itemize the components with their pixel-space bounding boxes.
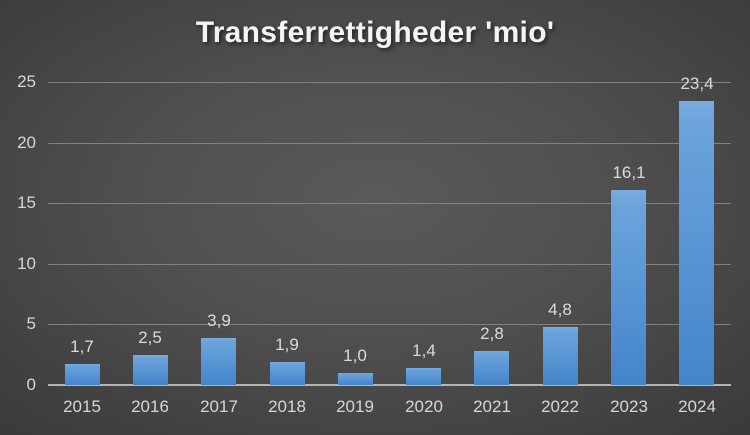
bar-value-label: 3,9 (207, 311, 231, 330)
bar-2022 (543, 327, 578, 385)
x-axis-line (48, 384, 731, 386)
y-axis-tick-label: 25 (17, 72, 36, 91)
y-axis-tick-label: 20 (17, 133, 36, 152)
bar-value-label: 1,9 (275, 335, 299, 354)
x-axis-category-label: 2019 (336, 397, 374, 416)
x-axis-category-label: 2016 (131, 397, 169, 416)
y-axis-tick-label: 5 (26, 314, 36, 333)
bar-2017 (201, 338, 236, 385)
bar-value-label: 1,7 (70, 337, 94, 356)
x-axis-category-label: 2023 (610, 397, 648, 416)
gridline-20 (48, 143, 731, 144)
gridline-15 (48, 203, 731, 204)
y-axis-tick-label: 10 (17, 254, 36, 273)
x-axis-category-label: 2015 (63, 397, 101, 416)
x-axis-category-label: 2022 (541, 397, 579, 416)
bar-2021 (474, 351, 509, 385)
x-axis-category-label: 2020 (405, 397, 443, 416)
bar-value-label: 16,1 (612, 163, 646, 182)
x-axis-category-label: 2017 (200, 397, 238, 416)
x-axis-category-label: 2018 (268, 397, 306, 416)
bar-2019 (338, 373, 373, 385)
bar-value-label: 4,8 (548, 300, 572, 319)
bar-2024 (679, 101, 714, 385)
bar-value-label: 2,5 (138, 328, 162, 347)
bar-2023 (611, 190, 646, 385)
gridline-5 (48, 324, 731, 325)
gridline-10 (48, 264, 731, 265)
y-axis-tick-label: 15 (17, 193, 36, 212)
bar-value-label: 2,8 (480, 324, 504, 343)
x-axis-category-label: 2021 (473, 397, 511, 416)
gridline-25 (48, 82, 731, 83)
bar-2015 (65, 364, 100, 385)
bar-2020 (406, 368, 441, 385)
bar-value-label: 1,4 (412, 341, 436, 360)
chart-title: Transferrettigheder 'mio' (195, 16, 555, 49)
y-axis-tick-label: 0 (26, 375, 36, 394)
x-axis-category-label: 2024 (678, 397, 716, 416)
bar-value-label: 23,4 (680, 74, 714, 93)
bar-2018 (270, 362, 305, 385)
bar-value-label: 1,0 (343, 346, 367, 365)
bar-2016 (133, 355, 168, 385)
